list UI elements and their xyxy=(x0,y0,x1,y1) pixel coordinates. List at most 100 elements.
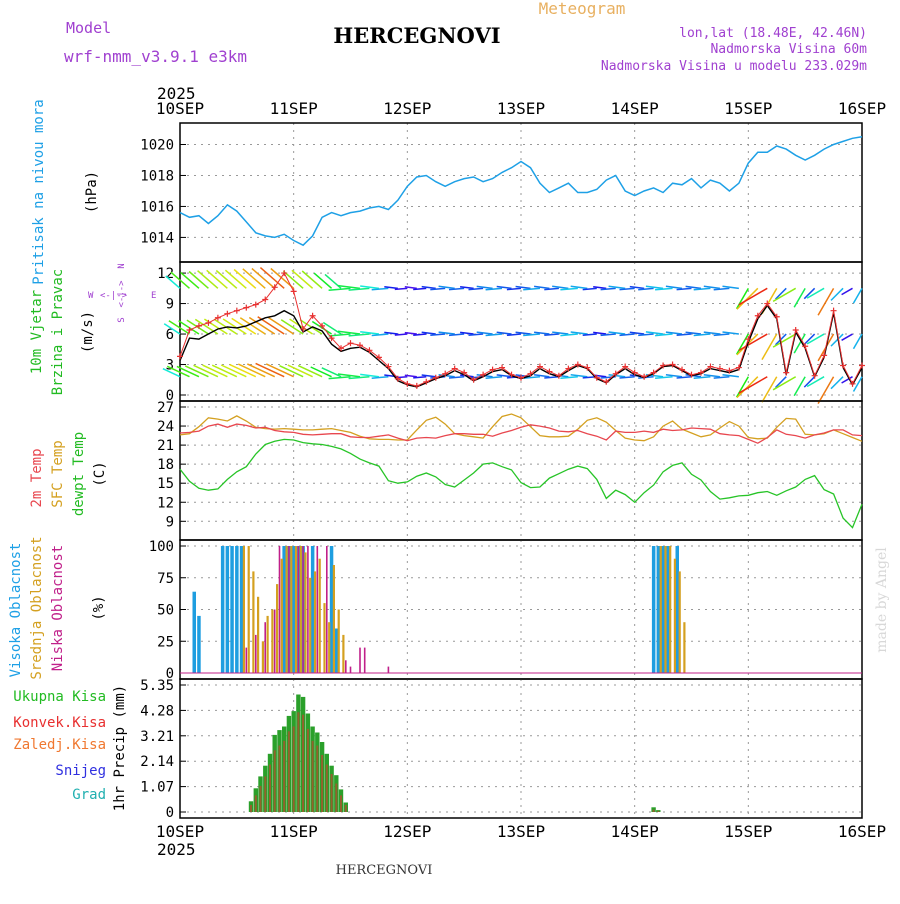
wind-barb xyxy=(685,331,702,335)
wind-speed-marker xyxy=(489,366,496,373)
wind-speed-marker xyxy=(442,370,449,377)
cloud-bar xyxy=(363,647,366,673)
cloud-bar xyxy=(288,546,290,673)
cloud-bar xyxy=(328,622,331,673)
cloud-bar xyxy=(235,546,239,673)
wind-speed-marker xyxy=(499,364,506,371)
pressure-frame xyxy=(179,122,863,263)
wind-speed-marker xyxy=(726,367,733,374)
compass-e: E xyxy=(151,291,156,301)
wind-speed-marker xyxy=(461,369,468,376)
time-label-bottom: 11SEP xyxy=(270,822,318,841)
wind-panel: 0 3 6 9 12 xyxy=(157,261,865,404)
precip-convective-bar xyxy=(321,755,324,812)
wind-speed-marker xyxy=(546,368,553,375)
wind-barb xyxy=(313,272,333,289)
wind-barb xyxy=(337,373,361,378)
cloud-bar xyxy=(313,571,317,673)
wind-speed-marker xyxy=(669,361,676,368)
temperature-ytick-label: 9 xyxy=(166,514,174,530)
wind-barb xyxy=(593,285,607,290)
wind-barb xyxy=(297,364,323,378)
wind-speed-marker xyxy=(754,312,761,319)
cloud-ylabel-2: Srednja Oblacnost xyxy=(29,536,45,679)
wind-barb xyxy=(841,333,853,341)
wind-barb xyxy=(703,285,721,290)
pressure-panel: 1014 1016 1018 1020 xyxy=(140,122,863,263)
wind-barb xyxy=(371,287,389,291)
wind-barb xyxy=(852,287,863,304)
footer-station: HERCEGNOVI xyxy=(336,863,433,878)
temp-ylabel-2: SFC Temp xyxy=(50,440,66,507)
cloud-bar xyxy=(197,615,201,673)
cloud-bar xyxy=(683,622,686,673)
wind-barb xyxy=(485,333,503,337)
wind-barb xyxy=(394,333,408,336)
wind-barb xyxy=(310,366,332,378)
precip-convective-bar xyxy=(652,809,655,812)
wind-barb xyxy=(438,285,455,290)
wind-barb xyxy=(515,331,531,335)
wind-barb xyxy=(806,333,825,345)
cloud-bar xyxy=(255,634,257,673)
wind-speed-marker xyxy=(735,364,742,371)
wind-barb xyxy=(233,268,257,289)
wind-speed-marker xyxy=(650,369,657,376)
time-label-bottom: 14SEP xyxy=(611,822,659,841)
precip-legend-hail: Grad xyxy=(72,787,106,803)
wind-barb xyxy=(693,375,711,379)
wind-barb xyxy=(817,287,835,316)
temperature-ytick-label: 24 xyxy=(157,419,174,435)
wind-barb xyxy=(468,333,484,337)
precip-ytick-label: 1.07 xyxy=(140,780,174,796)
wind-barb xyxy=(638,333,654,337)
temp-2m-line xyxy=(179,423,863,444)
wind-barb xyxy=(188,270,209,289)
clouds-ytick-label: 75 xyxy=(157,571,174,587)
wind-speed-marker xyxy=(745,336,752,343)
wind-barb xyxy=(841,287,853,296)
wind-speed-marker xyxy=(830,307,837,314)
wind-barb xyxy=(166,365,190,378)
pressure-ytick-label: 1020 xyxy=(140,137,174,153)
wind-barb xyxy=(803,287,816,300)
wind-barb xyxy=(552,331,569,335)
wind-barb xyxy=(163,323,181,335)
precip-convective-bar xyxy=(259,785,262,812)
wind-barb xyxy=(438,331,455,335)
wind-barb xyxy=(237,363,266,378)
wind-barb xyxy=(722,285,739,290)
cloud-bar xyxy=(242,546,245,673)
time-label-top: 14SEP xyxy=(611,99,659,118)
clouds-panel: 0 25 50 75 100 xyxy=(149,539,863,682)
wind-barb xyxy=(830,333,844,347)
wind-barb xyxy=(735,376,749,398)
wind-barb xyxy=(560,375,578,379)
wind-speed-marker xyxy=(262,296,269,303)
cloud-bar xyxy=(310,546,315,673)
precip-convective-bar xyxy=(311,740,314,812)
wind-barb xyxy=(806,376,825,388)
wind-barb xyxy=(515,285,531,290)
wind-barb xyxy=(619,287,635,291)
precip-convective-bar xyxy=(273,750,276,812)
wind-speed-marker xyxy=(214,314,221,321)
wind-barb xyxy=(761,376,778,403)
wind-barb xyxy=(421,331,436,335)
wind-speed-marker xyxy=(859,362,865,369)
wind-ylabel: 10m Vjetar xyxy=(29,290,45,374)
cloud-bar xyxy=(285,546,288,673)
wind-barb xyxy=(570,331,588,335)
precip-ytick-label: 4.28 xyxy=(140,703,174,719)
wind-speed-marker xyxy=(688,371,695,378)
wind-speed-marker xyxy=(764,300,771,307)
cloud-bar xyxy=(349,666,352,673)
wind-speed-marker xyxy=(356,342,363,349)
wind-barb xyxy=(736,376,759,399)
precip-convective-bar xyxy=(297,712,300,812)
station-title: HERCEGNOVI xyxy=(333,23,500,48)
wind-barb xyxy=(570,373,588,378)
wind-barb xyxy=(761,333,778,360)
wind-ytick-label: 0 xyxy=(166,388,174,404)
compass-w: W xyxy=(88,291,94,301)
